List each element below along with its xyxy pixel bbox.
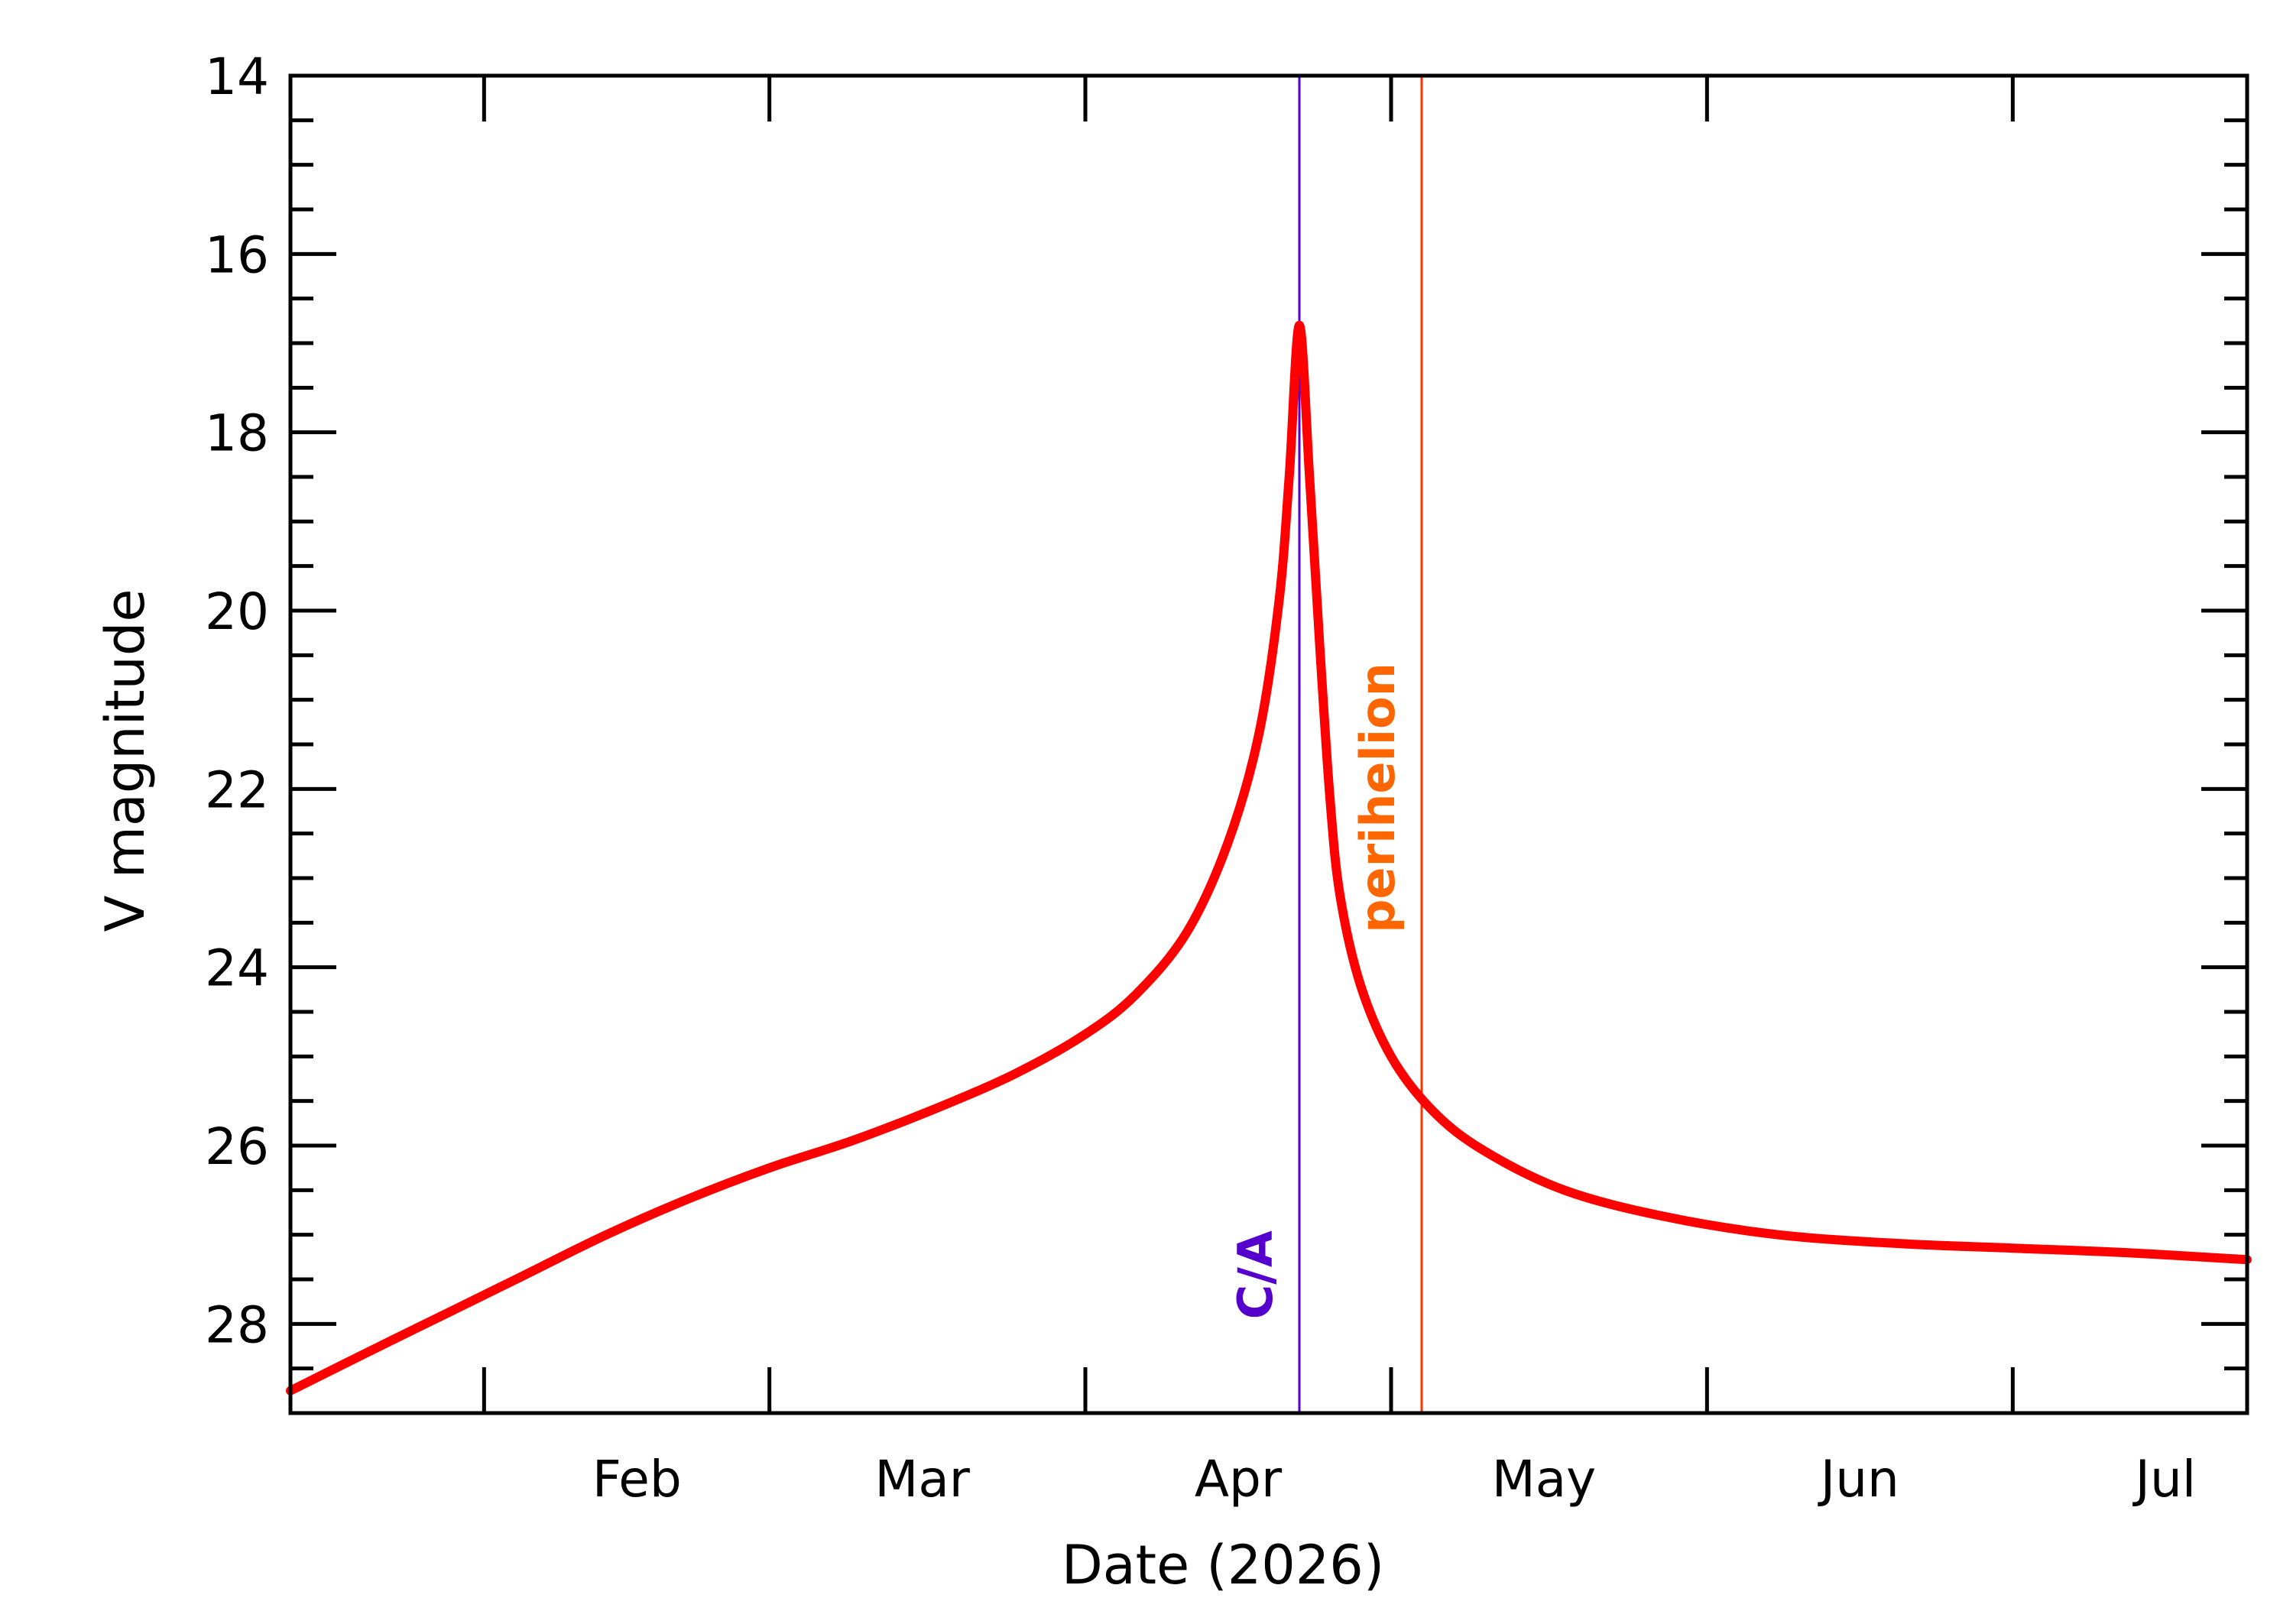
- y-tick-label: 20: [205, 582, 269, 641]
- y-tick-label: 24: [205, 939, 269, 998]
- plot-frame: [288, 73, 2249, 1415]
- y-tick-labels: 14 16 18 20 22 24 26 28: [205, 47, 269, 1354]
- x-tick-label: Jun: [1818, 1450, 1899, 1509]
- y-tick-label: 26: [205, 1117, 269, 1176]
- y-tick-label: 28: [205, 1295, 269, 1354]
- y-tick-label: 18: [205, 404, 269, 463]
- y-tick-label: 16: [205, 225, 269, 284]
- x-tick-label: Apr: [1195, 1450, 1283, 1509]
- y-tick-label: 14: [205, 47, 269, 106]
- x-tick-label: Jul: [2132, 1450, 2197, 1509]
- x-axis-title: Date (2026): [1062, 1534, 1384, 1596]
- annotation-labels: C/A perihelion: [1228, 663, 1406, 1319]
- series-layer: [286, 320, 2252, 1395]
- y-axis-title: V magnitude: [94, 589, 157, 932]
- x-tick-labels: Feb Mar Apr May Jun Jul: [592, 1450, 2196, 1509]
- annotation-lines: [1298, 76, 1423, 1413]
- annotation-label: C/A: [1228, 1230, 1283, 1319]
- y-tick-label: 22: [205, 760, 269, 819]
- annotation-label: perihelion: [1350, 663, 1406, 933]
- x-tick-label: Mar: [874, 1450, 970, 1509]
- x-tick-label: May: [1492, 1450, 1596, 1509]
- series-line: [286, 320, 2252, 1395]
- x-tick-label: Feb: [592, 1450, 682, 1509]
- y-axis-ticks: [290, 73, 2247, 1415]
- x-axis-ticks: [482, 76, 2015, 1413]
